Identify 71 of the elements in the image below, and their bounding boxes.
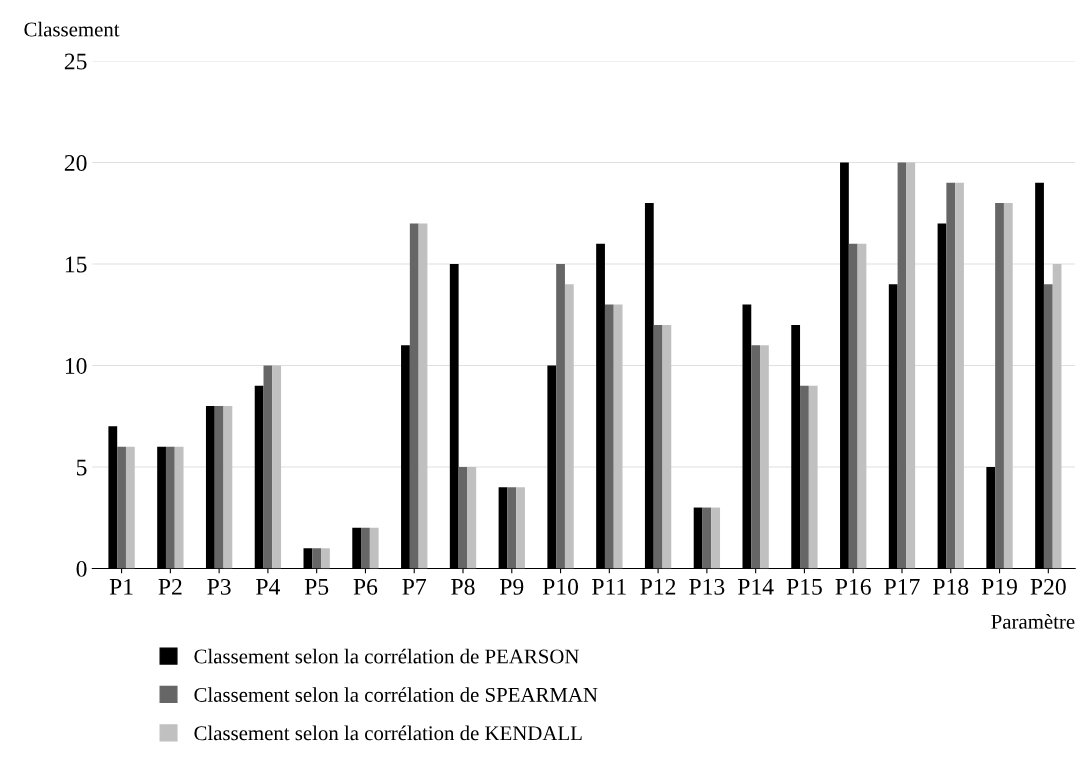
bar: [662, 324, 672, 569]
legend-label: Classement selon la corrélation de KENDALL: [194, 725, 582, 741]
bar: [361, 527, 370, 569]
y-tick-label: 20: [64, 155, 87, 171]
bar: [800, 385, 809, 569]
bar: [906, 162, 916, 569]
bar: [369, 527, 379, 569]
x-tick-label: P16: [835, 578, 871, 595]
y-tick-label: 5: [77, 459, 87, 476]
x-tick-label: P18: [933, 578, 969, 595]
bar: [165, 446, 175, 569]
bar: [117, 446, 126, 569]
bar: [564, 284, 574, 569]
bar: [467, 466, 477, 569]
x-tick-label: P20: [1030, 578, 1066, 595]
x-tick-label: P14: [737, 578, 774, 595]
x-tick-label: P3: [207, 578, 231, 595]
y-tick-label: 25: [64, 53, 87, 70]
bar: [312, 548, 322, 569]
bar: [995, 203, 1004, 569]
bar: [458, 466, 468, 569]
bar: [955, 182, 964, 569]
bar: [214, 406, 224, 569]
bar: [174, 446, 184, 569]
x-tick-label: P13: [689, 578, 725, 595]
bar: [263, 365, 273, 569]
x-tick-label: P11: [592, 578, 626, 595]
bar: [604, 304, 614, 569]
x-tick-label: P12: [640, 578, 676, 595]
legend-label: Classement selon la corrélation de PEARSON: [194, 648, 579, 664]
bar: [223, 406, 233, 569]
x-tick-label: P7: [402, 579, 427, 595]
bar: [808, 385, 818, 569]
bar: [857, 243, 867, 569]
legend-label: Classement selon la corrélation de SPEARMAN: [194, 687, 598, 702]
x-tick-label: P5: [304, 579, 329, 595]
bar: [1003, 203, 1013, 569]
bar: [848, 243, 858, 569]
bar: [897, 162, 907, 569]
x-tick-label: P19: [981, 578, 1017, 595]
x-tick-label: P9: [499, 578, 524, 595]
bar: [556, 264, 565, 569]
bar: [751, 345, 761, 569]
y-tick-label: 10: [65, 357, 87, 374]
bar: [418, 223, 428, 569]
bar: [946, 182, 956, 569]
bar: [760, 345, 769, 569]
x-axis-title: Paramètre: [991, 614, 1075, 629]
bar: [711, 507, 721, 569]
bar: [613, 304, 623, 569]
bar: [507, 487, 517, 569]
y-axis-title: Classement: [24, 21, 120, 37]
bar: [321, 548, 330, 569]
y-tick-label: 0: [76, 560, 87, 577]
x-tick-label: P15: [786, 578, 822, 595]
x-tick-label: P8: [451, 578, 475, 595]
bar: [272, 365, 282, 569]
x-tick-label: P6: [353, 578, 378, 595]
x-tick-label: P10: [542, 578, 579, 595]
x-tick-label: P17: [884, 578, 920, 595]
y-tick-label: 15: [65, 256, 87, 273]
bar: [516, 487, 525, 569]
x-tick-label: P4: [256, 579, 280, 595]
x-tick-label: P2: [158, 578, 182, 595]
bar: [409, 223, 419, 569]
x-tick-label: P1: [109, 578, 133, 595]
bar: [702, 507, 712, 569]
bar: [125, 446, 135, 569]
bar: [1052, 264, 1062, 569]
bar: [653, 324, 663, 569]
bar: [1043, 284, 1053, 569]
